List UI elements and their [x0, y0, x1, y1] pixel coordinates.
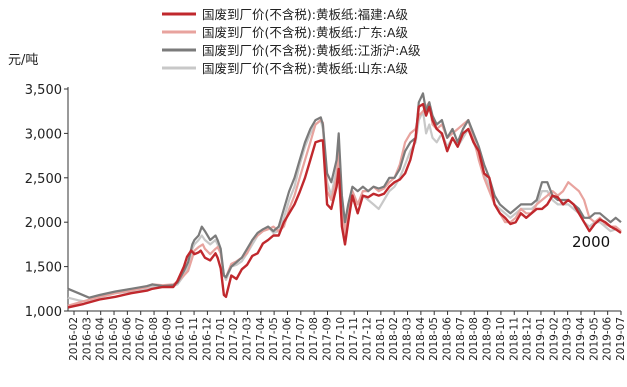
x-axis: 2016-02 2016-03 2016-04 2016-05 2016-06 2016-…: [68, 310, 627, 361]
y-tick-label: 1,500: [25, 261, 62, 276]
x-tick-label: 2016-09: [161, 317, 173, 361]
x-tick-label: 2017-09: [321, 317, 333, 361]
x-tick-label: 2019-01: [535, 317, 547, 361]
x-tick-label: 2018-08: [468, 317, 480, 361]
y-tick-label: 1,000: [25, 305, 62, 320]
x-tick-label: 2017-12: [362, 317, 374, 361]
x-tick-label: 2017-06: [281, 317, 293, 361]
x-tick-label: 2018-05: [428, 317, 440, 361]
x-tick-label: 2016-05: [108, 317, 120, 361]
x-tick-label: 2017-08: [308, 317, 320, 361]
x-tick-label: 2017-02: [228, 317, 240, 361]
x-tick-label: 2018-01: [375, 317, 387, 361]
x-tick-label: 2016-06: [121, 317, 133, 361]
x-tick-label: 2017-04: [255, 317, 267, 361]
x-tick-label: 2018-02: [388, 317, 400, 361]
x-tick-label: 2019-02: [548, 317, 560, 361]
x-tick-label: 2017-03: [241, 317, 253, 361]
legend-label-3: 国废到厂价(不含税):黄板纸:江浙沪:A级: [202, 43, 421, 58]
y-tick-label: 2,500: [25, 172, 62, 187]
legend-label-2: 国废到厂价(不含税):黄板纸:广东:A级: [202, 25, 408, 40]
x-tick-label: 2018-06: [442, 317, 454, 361]
x-tick-label: 2017-05: [268, 317, 280, 361]
legend-label-1: 国废到厂价(不含税):黄板纸:福建:A级: [202, 7, 408, 22]
x-tick-label: 2019-05: [588, 317, 600, 361]
series-line-4: [67, 110, 622, 304]
x-tick-label: 2018-03: [402, 317, 414, 361]
annotation-label: 2000: [572, 233, 610, 251]
x-tick-label: 2018-11: [508, 317, 520, 361]
x-tick-label: 2019-06: [602, 317, 614, 361]
x-tick-label: 2017-11: [348, 317, 360, 361]
x-tick-label: 2016-07: [135, 317, 147, 361]
x-tick-label: 2018-07: [455, 317, 467, 361]
y-tick-label: 3,500: [25, 83, 62, 98]
y-tick-label: 2,000: [25, 216, 62, 231]
legend-label-4: 国废到厂价(不含税):黄板纸:山东:A级: [202, 61, 408, 76]
x-tick-label: 2017-01: [215, 317, 227, 361]
series-line-2: [67, 101, 622, 307]
x-tick-label: 2018-12: [522, 317, 534, 361]
series-line-3: [67, 92, 622, 299]
x-tick-label: 2017-10: [335, 317, 347, 361]
y-axis: 1,000 1,500 2,000 2,500 3,000 3,500: [25, 83, 69, 320]
series-lines: [67, 92, 622, 309]
x-tick-label: 2016-10: [175, 317, 187, 361]
y-tick-label: 3,000: [25, 127, 62, 142]
x-tick-label: 2016-02: [68, 317, 80, 361]
x-tick-label: 2016-12: [201, 317, 213, 361]
x-tick-label: 2019-03: [562, 317, 574, 361]
y-unit-label: 元/吨: [8, 53, 38, 68]
x-tick-label: 2016-11: [188, 317, 200, 361]
x-tick-label: 2016-03: [81, 317, 93, 361]
x-tick-label: 2016-04: [95, 317, 107, 361]
x-tick-label: 2017-07: [295, 317, 307, 361]
series-line-1: [67, 102, 622, 309]
x-tick-label: 2018-09: [482, 317, 494, 361]
x-tick-label: 2016-08: [148, 317, 160, 361]
x-tick-label: 2018-10: [495, 317, 507, 361]
x-tick-label: 2019-04: [575, 317, 587, 361]
legend: 国废到厂价(不含税):黄板纸:福建:A级国废到厂价(不含税):黄板纸:广东:A级…: [162, 7, 421, 76]
x-tick-label: 2018-04: [415, 317, 427, 361]
x-tick-label: 2019-07: [615, 317, 627, 361]
